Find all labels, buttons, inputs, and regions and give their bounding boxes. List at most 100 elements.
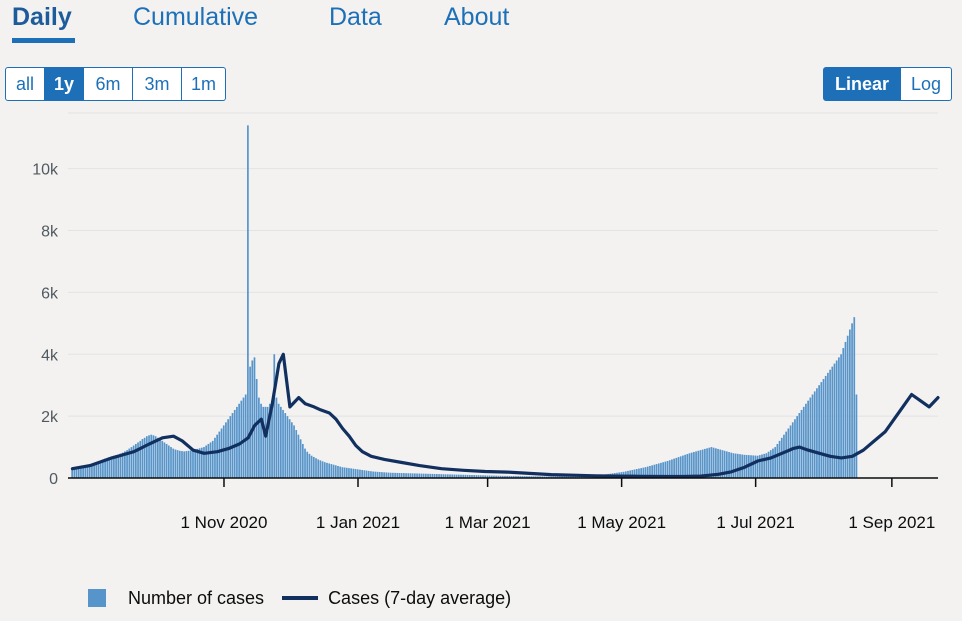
case-bar xyxy=(846,335,849,478)
case-bar xyxy=(297,434,300,478)
case-bar xyxy=(93,463,95,478)
case-bar xyxy=(200,447,203,478)
case-bar xyxy=(761,454,763,478)
case-bar xyxy=(763,453,766,478)
case-bar xyxy=(756,455,759,478)
case-bar xyxy=(532,476,535,478)
case-bar xyxy=(802,406,805,478)
grid-lines xyxy=(68,112,938,417)
range-1m-button[interactable]: 1m xyxy=(182,67,226,101)
tab-daily[interactable]: Daily xyxy=(12,3,72,31)
case-bar xyxy=(321,461,324,478)
case-bar xyxy=(849,329,851,478)
case-bar xyxy=(433,473,436,478)
case-bar xyxy=(776,443,779,478)
case-bar xyxy=(110,456,113,478)
case-bar xyxy=(442,474,445,478)
case-bar xyxy=(409,473,412,478)
case-bar xyxy=(128,448,131,478)
tab-data[interactable]: Data xyxy=(329,3,382,31)
case-bar xyxy=(653,464,656,478)
case-bar xyxy=(493,475,495,478)
case-bar xyxy=(840,354,842,478)
case-bar xyxy=(343,467,346,478)
case-bar xyxy=(376,471,379,478)
case-bar xyxy=(154,436,157,478)
case-bar xyxy=(306,451,309,478)
case-bar xyxy=(359,469,361,478)
case-bar xyxy=(497,475,500,478)
case-bar xyxy=(405,473,407,478)
case-bar xyxy=(185,451,188,478)
case-bar xyxy=(152,435,155,478)
case-bar xyxy=(682,455,684,478)
seven-day-average-line xyxy=(70,352,940,479)
case-bar xyxy=(704,448,706,478)
case-bar xyxy=(548,476,550,478)
case-bar xyxy=(86,465,89,478)
case-bar xyxy=(119,453,122,478)
case-bar xyxy=(550,476,552,478)
range-1y-button[interactable]: 1y xyxy=(45,67,84,101)
case-bar xyxy=(818,385,820,478)
case-bar xyxy=(697,450,700,478)
tab-about[interactable]: About xyxy=(444,3,510,31)
x-tick-label: 1 Jul 2021 xyxy=(716,513,794,532)
case-bar xyxy=(317,459,320,478)
case-bar xyxy=(717,448,719,478)
case-bar xyxy=(811,394,814,478)
case-bar xyxy=(422,473,425,478)
case-bar xyxy=(565,476,568,478)
case-bar xyxy=(805,403,807,478)
range-6m-button[interactable]: 6m xyxy=(84,67,133,101)
case-bar xyxy=(400,473,403,478)
case-bar xyxy=(578,476,581,478)
case-bar xyxy=(299,439,302,478)
case-bar xyxy=(721,450,724,478)
case-bar xyxy=(572,476,574,478)
range-all-button[interactable]: all xyxy=(5,67,45,101)
case-bar xyxy=(308,453,311,478)
legend-bar-swatch xyxy=(88,589,106,607)
active-tab-indicator xyxy=(12,38,75,43)
case-bar xyxy=(657,463,660,478)
legend-bars-label: Number of cases xyxy=(128,587,265,608)
case-bar xyxy=(479,475,482,478)
case-bar xyxy=(715,448,717,478)
case-bar xyxy=(203,447,205,478)
case-bar xyxy=(104,458,106,478)
case-bar xyxy=(82,466,84,478)
case-bar xyxy=(827,372,829,478)
case-bar xyxy=(411,473,414,478)
tab-cumulative[interactable]: Cumulative xyxy=(133,3,259,31)
case-bar xyxy=(214,437,216,478)
case-bar xyxy=(851,323,853,478)
case-bar xyxy=(655,464,658,478)
case-bar xyxy=(635,469,638,478)
range-3m-button[interactable]: 3m xyxy=(133,67,182,101)
case-bar xyxy=(660,462,662,478)
scale-log-button[interactable]: Log xyxy=(901,67,952,101)
case-bar xyxy=(255,379,258,478)
case-bar xyxy=(778,440,781,478)
case-bar xyxy=(106,457,109,478)
y-tick-label: 6k xyxy=(41,285,59,302)
case-bar xyxy=(348,468,350,478)
x-tick-label: 1 May 2021 xyxy=(577,513,666,532)
case-bar xyxy=(330,464,333,478)
legend-line-label: Cases (7-day average) xyxy=(328,587,512,608)
case-bar xyxy=(247,125,249,479)
case-bar xyxy=(460,474,462,478)
case-bar xyxy=(673,458,675,478)
scale-linear-button[interactable]: Linear xyxy=(823,67,901,101)
case-bar xyxy=(328,463,331,478)
case-bar xyxy=(783,434,785,478)
case-bar xyxy=(427,473,429,478)
case-bar xyxy=(301,443,304,478)
case-bar xyxy=(567,476,570,478)
case-bar xyxy=(431,473,434,478)
case-bar xyxy=(383,472,385,478)
case-bar xyxy=(266,406,269,478)
case-bar xyxy=(117,454,120,478)
case-bar xyxy=(163,442,166,478)
